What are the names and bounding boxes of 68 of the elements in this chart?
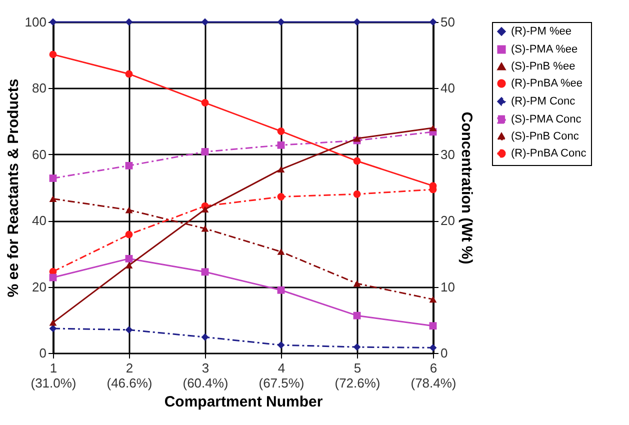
y-tick-label: 60	[32, 146, 46, 162]
legend-label: (R)-PnBA %ee	[511, 78, 583, 90]
point	[125, 70, 133, 78]
point	[277, 286, 285, 294]
x-axis-title: Compartment Number	[164, 394, 323, 410]
point	[201, 99, 209, 106]
point	[201, 268, 209, 276]
point	[125, 230, 133, 238]
legend-label: (S)-PnB %ee	[511, 60, 576, 72]
point	[277, 18, 285, 26]
y2-axis-title: Concentration (Wt %)	[458, 112, 475, 264]
point	[353, 280, 361, 287]
point	[429, 344, 437, 352]
legend-label: (R)-PM Conc	[511, 96, 576, 108]
point	[201, 225, 209, 232]
x-tick-label: 5 (72.6%)	[334, 360, 380, 390]
point	[277, 248, 285, 255]
point	[49, 196, 57, 202]
x-tick-label: 6 (78.4%)	[410, 360, 456, 390]
point	[201, 333, 209, 341]
point	[277, 193, 285, 200]
point	[125, 326, 133, 334]
y2-tick-label: 10	[440, 279, 455, 294]
point	[429, 296, 437, 303]
legend-label: (S)-PnB Conc	[511, 130, 580, 142]
point	[277, 128, 285, 135]
legend-label: (S)-PMA Conc	[511, 114, 582, 126]
point	[49, 50, 57, 58]
point	[353, 135, 361, 142]
point	[353, 343, 361, 351]
x-tick-label: 3 (60.4%)	[182, 360, 228, 390]
y2-tick-label: 40	[440, 80, 455, 96]
point	[353, 312, 361, 320]
point	[125, 18, 133, 26]
point	[201, 18, 209, 26]
x-tick-label: 1 (31.0%)	[30, 360, 76, 390]
y2-tick-label: 30	[440, 146, 455, 162]
point	[201, 206, 209, 213]
point	[429, 322, 437, 330]
point	[125, 206, 133, 214]
point	[277, 141, 285, 149]
y-tick-label: 0	[39, 346, 46, 360]
point	[125, 254, 133, 262]
y2-tick-label: 50	[440, 14, 455, 30]
point	[125, 162, 133, 170]
legend-label: (R)-PnBA Conc	[511, 148, 587, 160]
y-tick-label: 100	[24, 14, 46, 30]
y-tick-label: 20	[32, 279, 46, 294]
legend-label: (R)-PM %ee	[511, 26, 572, 38]
y-axis-title: % ee for Reactants & Products	[4, 78, 22, 298]
point	[125, 262, 133, 268]
point	[353, 157, 361, 165]
y2-tick-label: 20	[440, 213, 455, 228]
point	[353, 190, 361, 198]
point	[353, 18, 361, 26]
point	[49, 174, 57, 182]
point	[201, 148, 209, 156]
legend-label: (S)-PMA %ee	[511, 44, 578, 56]
point	[49, 324, 57, 332]
point	[429, 124, 437, 132]
point	[277, 166, 285, 173]
y-tick-label: 40	[32, 213, 46, 228]
y2-tick-label: 0	[440, 346, 448, 360]
x-tick-label: 2 (46.6%)	[106, 360, 152, 390]
point	[49, 319, 57, 326]
y-tick-label: 80	[32, 80, 46, 96]
point	[277, 341, 285, 349]
x-tick-label: 4 (67.5%)	[258, 360, 304, 390]
